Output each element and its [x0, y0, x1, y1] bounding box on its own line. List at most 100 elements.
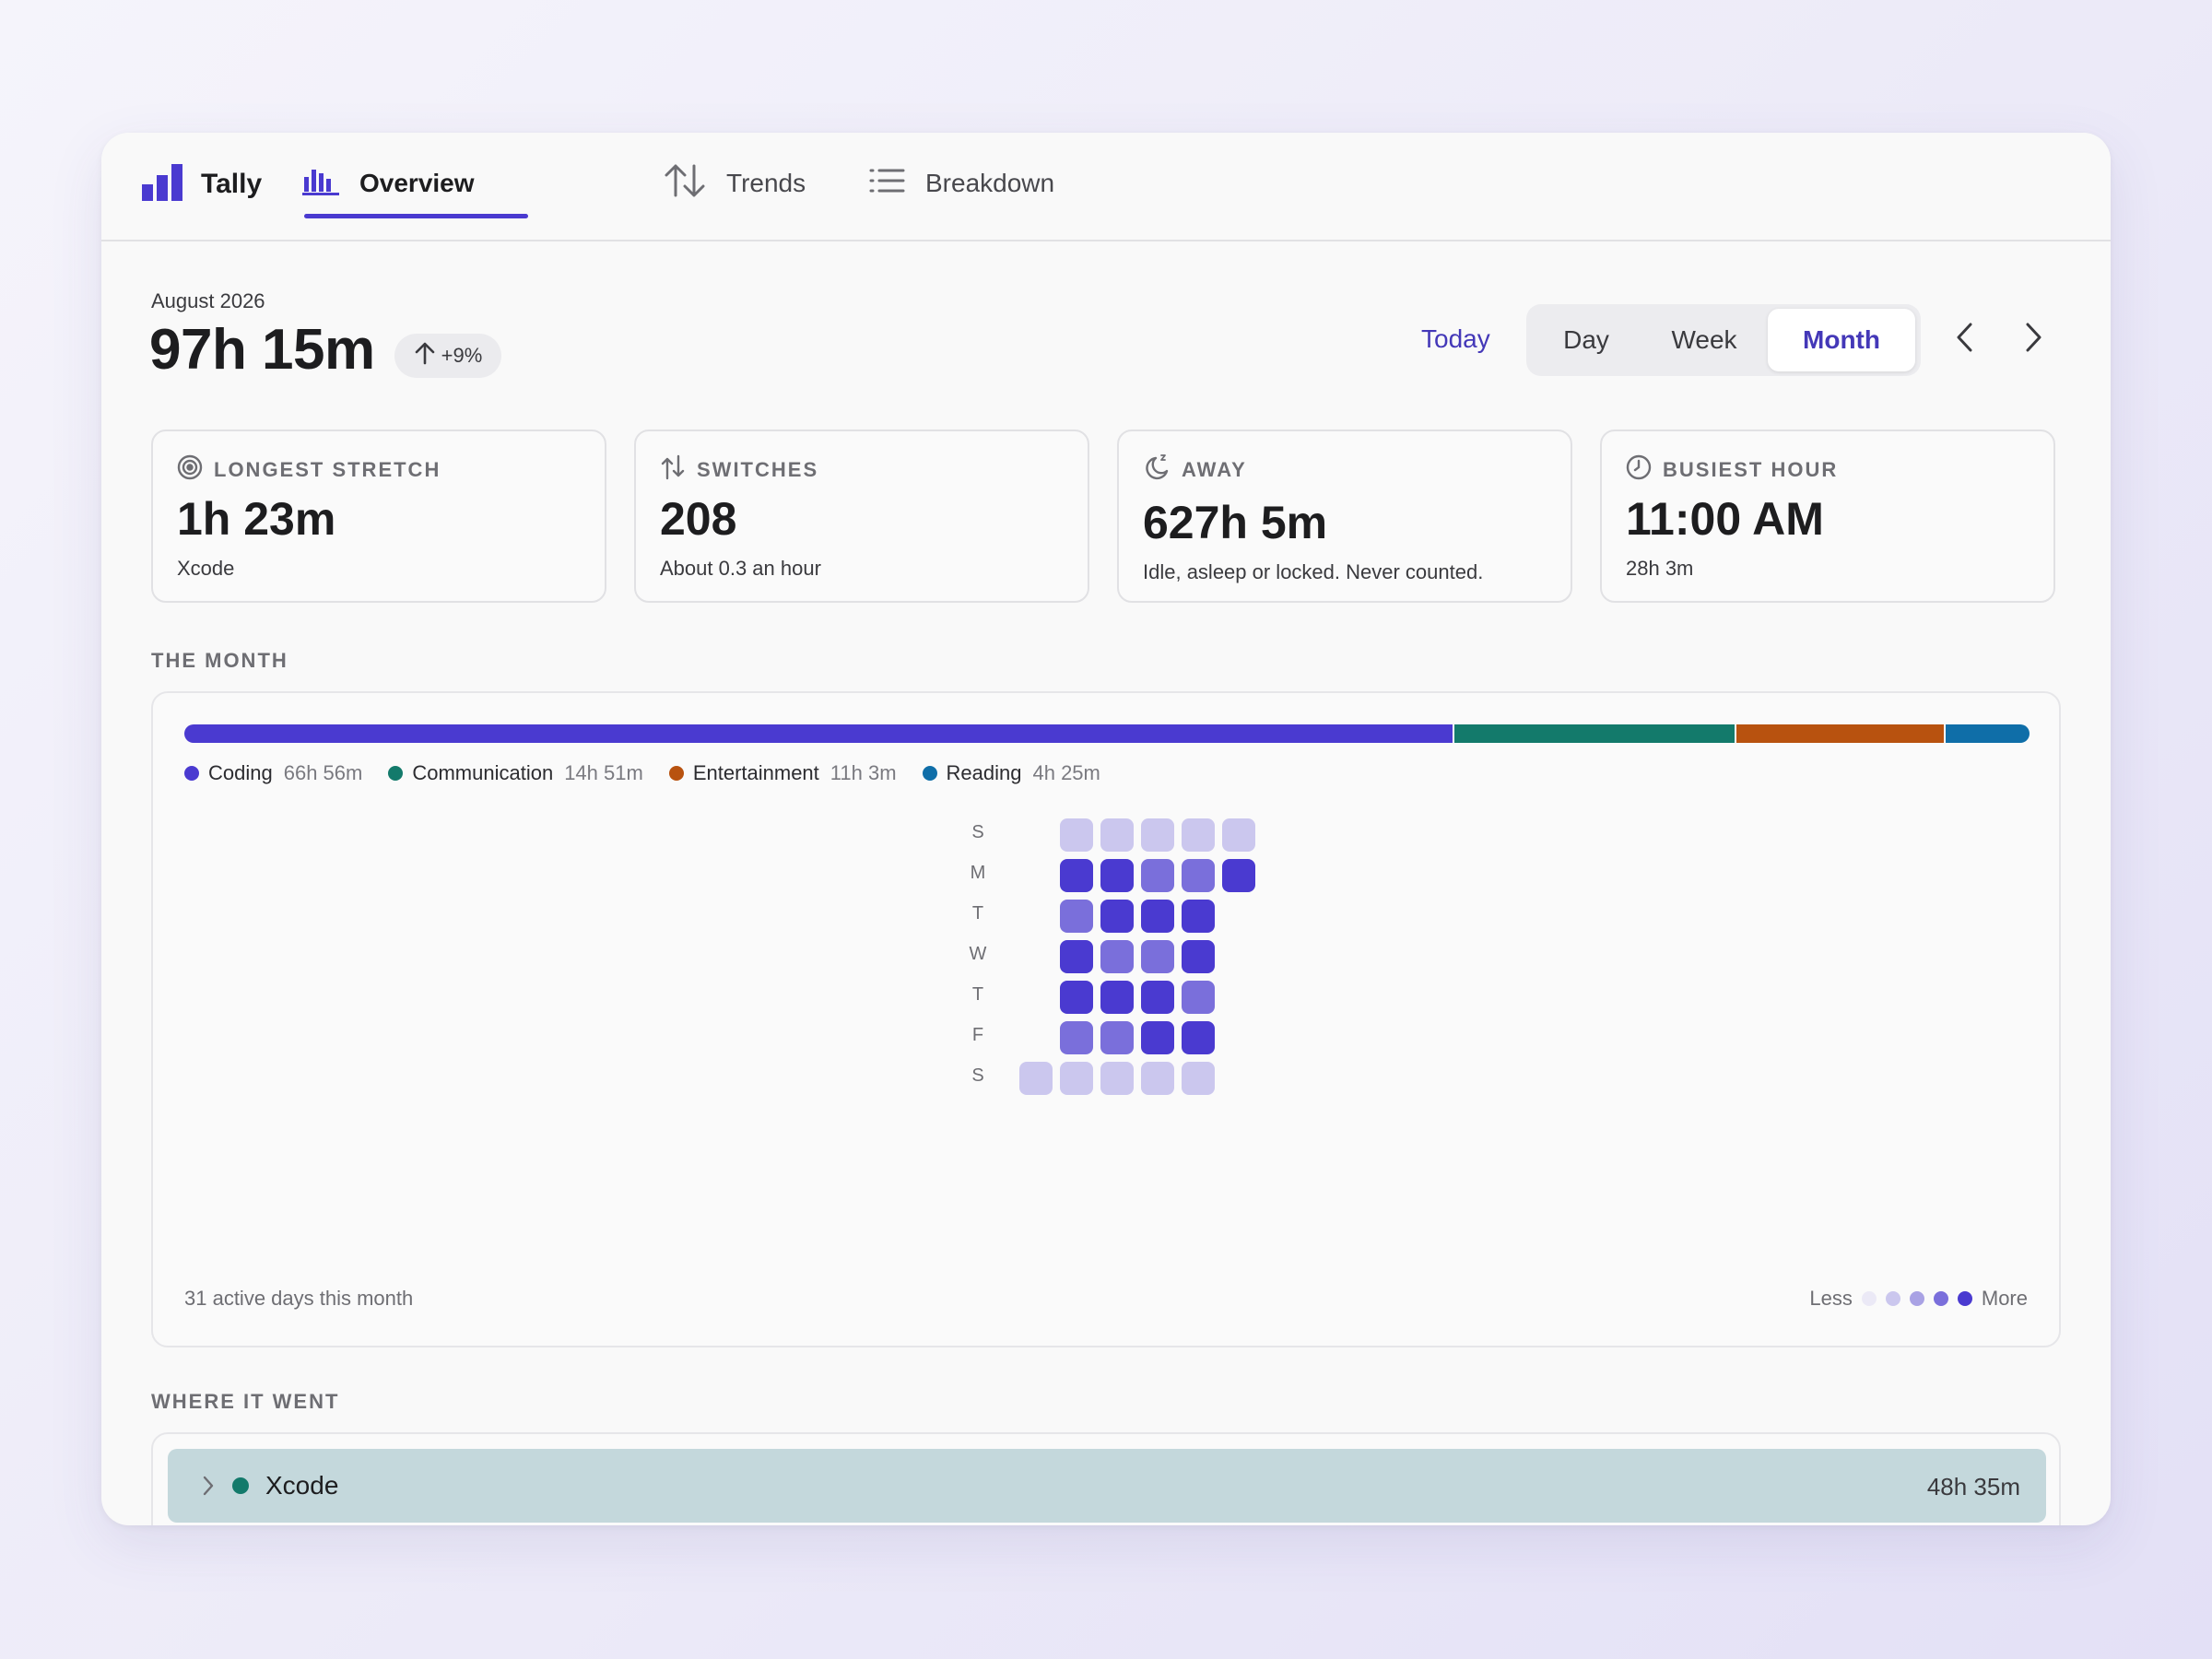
- heatmap-cell[interactable]: [1182, 1062, 1215, 1095]
- stat-card-title: SWITCHES: [660, 454, 819, 483]
- scale-dot: [1885, 1291, 1900, 1306]
- stat-title-text: BUSIEST HOUR: [1663, 458, 1839, 481]
- app-color-dot: [232, 1477, 249, 1494]
- range-week-button[interactable]: Week: [1671, 325, 1737, 354]
- tab-trends[interactable]: Trends: [664, 160, 806, 206]
- stat-subtext: About 0.3 an hour: [660, 557, 821, 580]
- weekday-label: F: [971, 1025, 984, 1045]
- heatmap-cell[interactable]: [1100, 1062, 1134, 1095]
- delta-badge: +9%: [394, 334, 501, 378]
- heatmap-cell[interactable]: [1100, 981, 1134, 1014]
- heatmap-cell[interactable]: [1100, 1021, 1134, 1054]
- heatmap-cell[interactable]: [1060, 818, 1093, 852]
- weekday-label: T: [971, 903, 984, 924]
- heatmap-cell[interactable]: [1141, 940, 1174, 973]
- heatmap-cell[interactable]: [1182, 940, 1215, 973]
- scale-dot: [1957, 1291, 1972, 1306]
- heatmap-cell[interactable]: [1100, 859, 1134, 892]
- scale-dot: [1909, 1291, 1924, 1306]
- next-period-button[interactable]: [2015, 321, 2052, 358]
- app-list-panel: Xcode 48h 35m: [151, 1432, 2061, 1525]
- arrow-up-icon: [414, 341, 441, 371]
- switch-arrows-icon: [660, 453, 697, 487]
- month-section-title: THE MONTH: [151, 649, 288, 672]
- total-time: 97h 15m: [149, 318, 375, 382]
- heatmap-cell[interactable]: [1141, 981, 1174, 1014]
- heatmap-cell[interactable]: [1182, 859, 1215, 892]
- legend-item-reading: Reading 4h 25m: [922, 761, 1100, 785]
- stat-subtext: 28h 3m: [1626, 557, 1694, 580]
- category-bar-segment-reading: [1946, 724, 2030, 743]
- list-icon: [868, 167, 925, 201]
- heatmap-cell[interactable]: [1100, 940, 1134, 973]
- brand[interactable]: Tally: [142, 163, 263, 203]
- stat-subtext: Idle, asleep or locked. Never counted.: [1143, 560, 1484, 583]
- legend-item-coding: Coding 66h 56m: [184, 761, 362, 785]
- category-bar-segment-entertainment: [1735, 724, 1947, 743]
- heatmap-cell[interactable]: [1060, 940, 1093, 973]
- legend-name: Entertainment: [692, 761, 819, 784]
- heatmap-cell[interactable]: [1141, 818, 1174, 852]
- heatmap-cell[interactable]: [1141, 900, 1174, 933]
- app-name: Tally: [201, 169, 263, 199]
- stat-card-longest-stretch: LONGEST STRETCH 1h 23m Xcode: [151, 429, 606, 603]
- legend-time: 14h 51m: [564, 761, 643, 784]
- stat-card-away: AWAY 627h 5m Idle, asleep or locked. Nev…: [1117, 429, 1572, 603]
- stat-title-text: SWITCHES: [697, 458, 819, 481]
- range-segmented-control: Day Week Month: [1526, 304, 1921, 376]
- today-button[interactable]: Today: [1421, 324, 1490, 353]
- stat-value: 627h 5m: [1143, 497, 1328, 548]
- weekday-label: M: [970, 863, 986, 883]
- delta-value: +9%: [441, 344, 483, 367]
- heatmap-cell[interactable]: [1060, 900, 1093, 933]
- target-icon: [177, 454, 214, 486]
- category-distribution-bar: [184, 724, 2030, 743]
- heatmap-cell[interactable]: [1182, 1021, 1215, 1054]
- heatmap-cell[interactable]: [1100, 900, 1134, 933]
- heatmap-cell[interactable]: [1100, 818, 1134, 852]
- chevron-left-icon: [1955, 322, 1975, 358]
- app-window: Tally Overview Trends: [101, 133, 2111, 1525]
- legend-dot: [184, 766, 199, 781]
- legend-time: 11h 3m: [830, 761, 897, 784]
- tab-breakdown[interactable]: Breakdown: [868, 160, 1054, 206]
- app-time: 48h 35m: [1926, 1473, 2020, 1500]
- heatmap-cell[interactable]: [1182, 981, 1215, 1014]
- range-month-button[interactable]: Month: [1768, 309, 1915, 371]
- chevron-right-icon: [2023, 322, 2043, 358]
- range-day-button[interactable]: Day: [1563, 325, 1609, 354]
- heatmap-cell[interactable]: [1141, 1021, 1174, 1054]
- legend-dot: [922, 766, 937, 781]
- heatmap-cell[interactable]: [1060, 1021, 1093, 1054]
- stat-card-switches: SWITCHES 208 About 0.3 an hour: [634, 429, 1089, 603]
- heatmap-cell[interactable]: [1182, 900, 1215, 933]
- chevron-right-icon[interactable]: [194, 1471, 223, 1500]
- heatmap-cell[interactable]: [1182, 818, 1215, 852]
- stat-value: 1h 23m: [177, 493, 336, 545]
- heatmap-cell[interactable]: [1060, 1062, 1093, 1095]
- tab-overview-label: Overview: [359, 169, 475, 197]
- category-legend: Coding 66h 56m Communication 14h 51m Ent…: [184, 759, 1126, 787]
- scale-more-label: More: [1981, 1287, 2028, 1310]
- tab-trends-label: Trends: [726, 169, 806, 197]
- month-panel: Coding 66h 56m Communication 14h 51m Ent…: [151, 691, 2061, 1347]
- stat-subtext: Xcode: [177, 557, 235, 580]
- where-section-title: WHERE IT WENT: [151, 1390, 340, 1413]
- heatmap-cell[interactable]: [1019, 1062, 1053, 1095]
- top-nav-bar: Tally Overview Trends: [101, 133, 2111, 241]
- tab-overview[interactable]: Overview: [302, 160, 475, 206]
- heatmap-cell[interactable]: [1141, 859, 1174, 892]
- up-down-arrows-icon: [664, 162, 726, 206]
- app-row-xcode[interactable]: Xcode 48h 35m: [168, 1449, 2046, 1523]
- heatmap-cell[interactable]: [1060, 859, 1093, 892]
- heatmap-cell[interactable]: [1141, 1062, 1174, 1095]
- heatmap-cell[interactable]: [1060, 981, 1093, 1014]
- heatmap-cell[interactable]: [1222, 818, 1255, 852]
- heatmap-cell[interactable]: [1222, 859, 1255, 892]
- previous-period-button[interactable]: [1947, 321, 1983, 358]
- legend-name: Reading: [946, 761, 1022, 784]
- legend-name: Coding: [208, 761, 273, 784]
- category-bar-segment-coding: [184, 724, 1454, 743]
- category-bar-segment-communication: [1453, 724, 1736, 743]
- stat-title-text: AWAY: [1182, 458, 1247, 481]
